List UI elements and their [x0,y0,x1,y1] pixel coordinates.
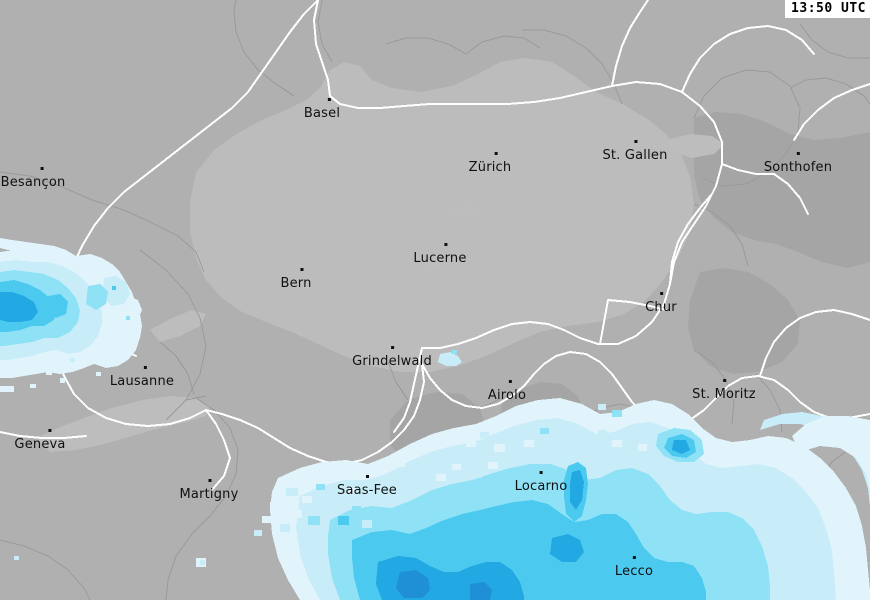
city-name: Locarno [514,479,568,494]
city-dot [722,379,726,382]
city-label[interactable]: Sonthofen [763,152,833,175]
city-name: Bern [280,276,312,291]
city-label[interactable]: Besançon [0,167,66,190]
city-name: Lausanne [109,374,175,389]
city-label[interactable]: Lecco [614,556,654,579]
city-dot [539,471,543,474]
city-label[interactable]: Martigny [179,479,239,502]
city-name: Geneva [14,437,66,452]
city-dot [47,429,51,432]
city-label[interactable]: Grindelwald [352,346,432,369]
city-label[interactable]: Locarno [514,471,568,494]
city-name: Besançon [0,175,66,190]
city-name: Zürich [468,160,512,175]
city-name: Airolo [487,388,527,403]
city-label[interactable]: Saas-Fee [336,475,398,498]
city-name: Martigny [179,487,239,502]
timestamp-badge: 13:50 UTC [785,0,870,18]
precip-speckle-airolo [420,404,647,481]
precip-cell-grindelwald [438,350,462,366]
city-label[interactable]: Lausanne [109,366,175,389]
city-name: Lucerne [413,251,467,266]
city-label[interactable]: Chur [645,292,677,315]
city-dot [390,346,394,349]
precip-speckle-saasfee [254,462,405,536]
city-name: Lecco [614,564,654,579]
city-name: Sonthofen [763,160,833,175]
precip-cell-west [0,238,142,392]
city-dot [494,152,498,155]
city-dot [444,243,447,246]
city-label[interactable]: Geneva [14,429,66,452]
city-name: Saas-Fee [336,483,398,498]
city-label[interactable]: St. Moritz [692,379,756,402]
precip-cell-ticino [14,398,870,600]
city-dot [143,366,147,369]
city-dot [365,475,369,478]
city-dot [208,479,211,482]
city-name: Grindelwald [352,354,432,369]
city-label[interactable]: Bern [280,268,312,291]
city-label[interactable]: Airolo [487,380,527,403]
city-dot [41,167,44,170]
city-name: St. Moritz [692,387,756,402]
city-name: Chur [645,300,677,315]
city-dot [659,292,663,295]
city-name: St. Gallen [602,148,668,163]
city-dot [796,152,800,155]
city-dot [328,98,331,101]
city-dot [634,140,637,143]
city-dot [299,268,303,271]
city-dot [508,380,512,383]
city-label[interactable]: Basel [303,98,341,121]
city-label[interactable]: Zürich [468,152,512,175]
city-name: Basel [303,106,341,121]
city-label[interactable]: St. Gallen [602,140,668,163]
city-label[interactable]: Lucerne [413,243,467,266]
city-dot [632,556,636,559]
